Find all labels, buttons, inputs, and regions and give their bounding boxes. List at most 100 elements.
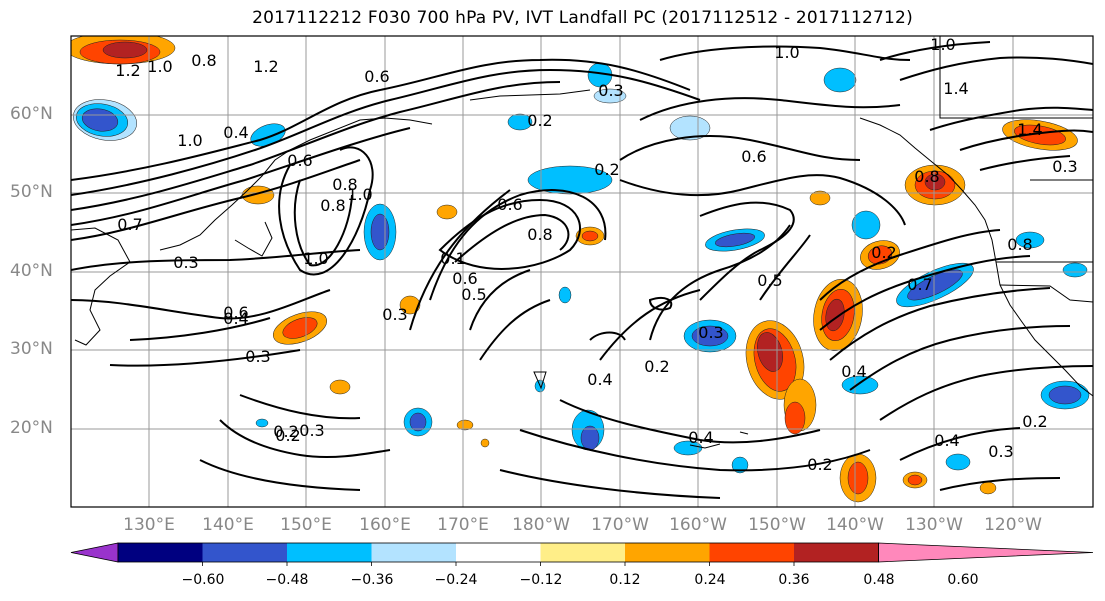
- colorbar-segment: [118, 543, 203, 562]
- colorbar-extend-max: [878, 542, 1094, 563]
- pv-contour-label: 0.2: [871, 243, 896, 262]
- pv-contour-label: 1.4: [1017, 120, 1042, 139]
- pv-anomaly-patch: [669, 115, 711, 141]
- pv-anomaly-patch: [329, 379, 351, 395]
- pv-contour-line: [929, 106, 1093, 131]
- pv-contour-label: 0.7: [907, 275, 932, 294]
- pv-contour-line: [819, 229, 1001, 301]
- pv-contour-line: [619, 135, 861, 161]
- pv-contour-line: [899, 427, 1021, 461]
- pv-anomaly-patch: [731, 456, 749, 474]
- pv-contour-label: 1.0: [303, 249, 328, 268]
- pv-contour-label: 1.0: [177, 131, 202, 150]
- lon-label-130e: 130°E: [123, 515, 175, 535]
- pv-contour-label: 0.5: [757, 271, 782, 290]
- pv-contour-label: 0.8: [527, 225, 552, 244]
- pv-contour-labels: 1.2 1.0 0.8 1.20.60.41.01.00.80.60.70.30.60…: [115, 35, 1077, 474]
- colorbar-tick-label: 0.60: [947, 572, 979, 588]
- pv-contour-line: [71, 289, 331, 320]
- colorbar: [70, 542, 1094, 566]
- pv-contour-line: [659, 45, 911, 61]
- pv-contour-label: 0.3: [382, 305, 407, 324]
- lon-label-170e: 170°E: [437, 515, 489, 535]
- colorbar-tick-label: 0.36: [778, 572, 810, 588]
- colorbar-tick-label: −0.60: [181, 572, 225, 588]
- pv-anomaly-patch: [370, 213, 390, 251]
- pv-contour-line: [129, 317, 271, 341]
- lon-label-150w: 150°W: [748, 515, 806, 535]
- pv-contour-line: [619, 174, 906, 226]
- pv-anomaly-patch: [851, 210, 881, 240]
- colorbar-tick-label: 0.48: [863, 572, 895, 588]
- pv-anomaly-patch: [399, 295, 421, 315]
- lon-label-180w: 180°W: [512, 515, 570, 535]
- pv-contour-label: 0.2: [273, 422, 298, 441]
- pv-contour-line: [71, 159, 361, 241]
- coastlines: [71, 36, 1093, 449]
- pv-contour-line: [639, 97, 901, 121]
- pv-anomaly-patch: [241, 185, 275, 205]
- pv-contour-line: [109, 349, 301, 367]
- pv-contour-line: [469, 269, 531, 331]
- pv-contour-label: 0.8: [320, 196, 345, 215]
- pv-contour-label: 0.7: [117, 215, 142, 234]
- pv-contour-line: [759, 234, 811, 301]
- pv-contour-line: [519, 429, 871, 472]
- pv-contour-line: [648, 297, 673, 311]
- pv-contour-label: 1.0: [930, 35, 955, 54]
- colorbar-tick-label: −0.48: [265, 572, 309, 588]
- lat-label-60n: 60°N: [10, 104, 53, 124]
- pv-contour-label: 0.4: [223, 309, 248, 328]
- pv-contour-label: 0.6: [287, 151, 312, 170]
- pv-contour-line: [589, 331, 626, 341]
- pv-contour-line: [71, 249, 361, 271]
- colorbar-segment: [202, 543, 288, 562]
- pv-contour-line: [71, 58, 691, 181]
- pv-contour-label: 0.3: [299, 421, 324, 440]
- pv-contour-line: [71, 68, 701, 196]
- pv-contour-line: [829, 287, 1051, 361]
- map-title: 2017112212 F030 700 hPa PV, IVT Landfall…: [252, 8, 913, 28]
- map-gridlines: [71, 36, 1093, 507]
- pv-contour-line: [849, 325, 1071, 391]
- colorbar-tick-label: 0.24: [694, 572, 726, 588]
- pv-anomaly-patch: [1014, 124, 1066, 146]
- pv-contour-line: [699, 201, 795, 301]
- pv-contour-label: 0.4: [688, 428, 713, 447]
- pv-contour-label: 0.2: [644, 357, 669, 376]
- pv-contour-label: 0.3: [245, 347, 270, 366]
- lat-label-20n: 20°N: [10, 418, 53, 438]
- pv-anomaly-patch: [507, 113, 533, 131]
- pv-contour-label: 0.2: [1022, 412, 1047, 431]
- pv-contour-line: [239, 394, 361, 420]
- pv-anomaly-patch: [809, 190, 831, 206]
- pv-contour-label: 0.6: [497, 195, 522, 214]
- colorbar-segment: [371, 543, 457, 562]
- pv-anomaly-patch: [784, 401, 806, 435]
- pv-anomaly-patch: [847, 461, 869, 495]
- lon-label-170w: 170°W: [591, 515, 649, 535]
- lon-label-130w: 130°W: [905, 515, 963, 535]
- pv-anomaly-patch: [1015, 231, 1045, 249]
- lat-label-40n: 40°N: [10, 261, 53, 281]
- pv-anomaly-patch: [823, 67, 857, 93]
- colorbar-tick-label: −0.12: [519, 572, 563, 588]
- pv-anomaly-patch: [480, 438, 490, 448]
- pv-contours: [71, 41, 1093, 499]
- pv-contour-label: 0.6: [364, 67, 389, 86]
- pv-contour-label: 0.8: [191, 51, 216, 70]
- pv-contour-label: 0.8: [914, 167, 939, 186]
- colorbar-tick-label: 0.12: [609, 572, 641, 588]
- pv-anomaly-patch: [81, 108, 119, 132]
- pv-anomaly-patch: [673, 440, 703, 456]
- lon-label-120w: 120°W: [984, 515, 1042, 535]
- pv-contour-line: [559, 399, 821, 444]
- pv-contour-line: [479, 299, 551, 361]
- pv-anomaly-patch: [924, 173, 946, 191]
- lat-label-50n: 50°N: [10, 182, 53, 202]
- pv-anomaly-patch: [255, 418, 269, 428]
- pv-contour-label: 0.6: [223, 303, 248, 322]
- pv-contour-label: 1.0: [774, 43, 799, 62]
- pv-anomaly-patch: [907, 474, 923, 486]
- pv-anomaly-patch: [757, 332, 783, 372]
